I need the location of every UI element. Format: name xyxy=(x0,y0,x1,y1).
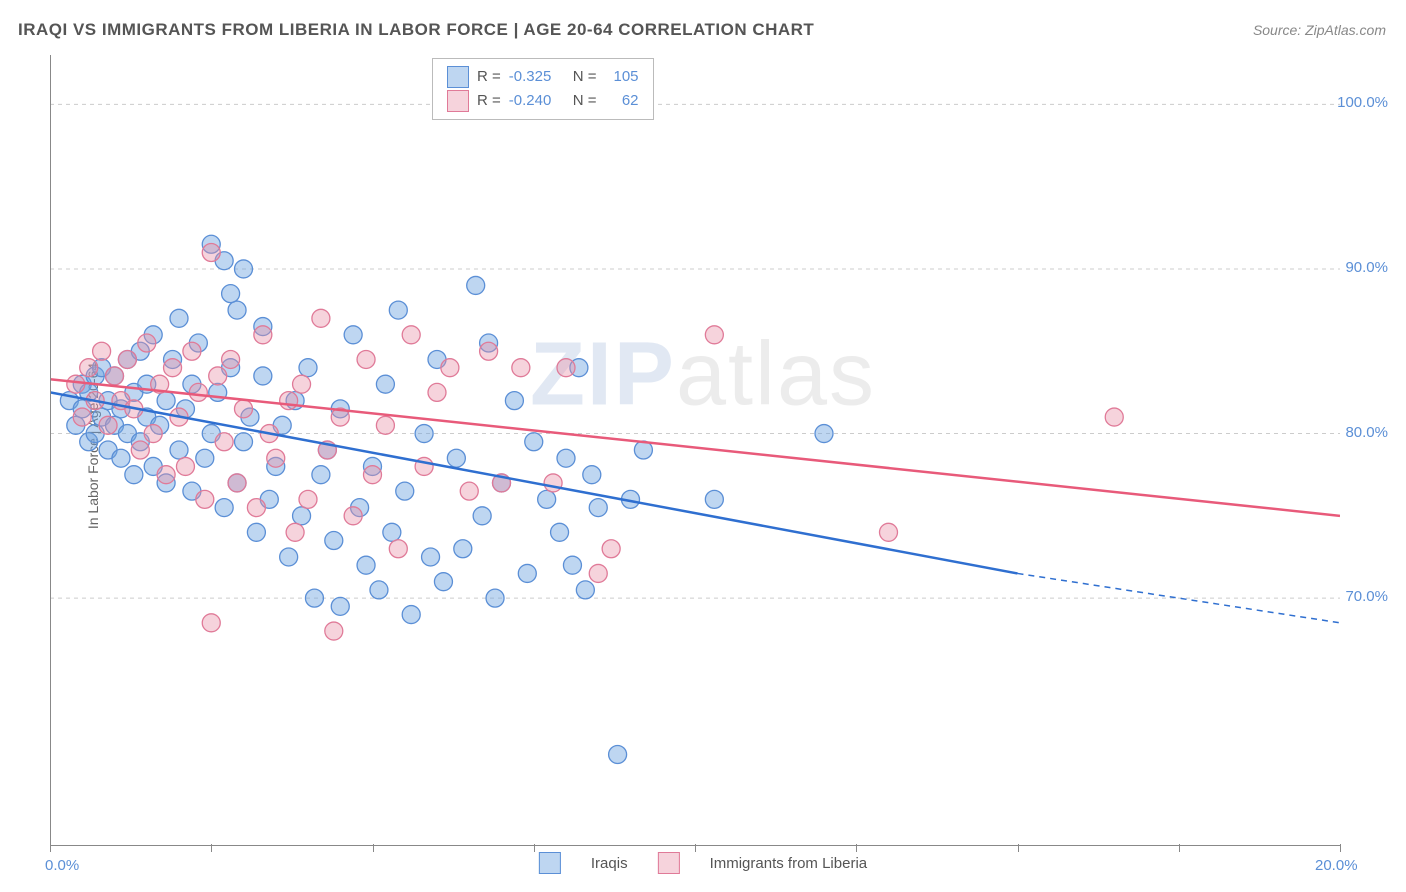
legend-swatch-liberia xyxy=(447,90,469,112)
x-tick xyxy=(856,844,857,852)
x-tick xyxy=(1340,844,1341,852)
legend-r-prefix: R = xyxy=(477,65,501,89)
y-tick-label: 100.0% xyxy=(1337,94,1388,111)
series-label-iraqis: Iraqis xyxy=(591,855,628,872)
x-tick xyxy=(1179,844,1180,852)
correlation-legend: R = -0.325 N = 105 R = -0.240 N = 62 xyxy=(432,58,654,120)
x-tick-label: 0.0% xyxy=(45,857,79,874)
legend-n-value-1: 62 xyxy=(605,89,639,113)
x-tick xyxy=(50,844,51,852)
x-tick xyxy=(534,844,535,852)
x-tick-label: 20.0% xyxy=(1315,857,1358,874)
x-tick xyxy=(1018,844,1019,852)
legend-r-value-0: -0.325 xyxy=(509,65,565,89)
plot-border xyxy=(50,55,1341,846)
y-tick-label: 90.0% xyxy=(1345,259,1388,276)
legend-n-prefix-1: N = xyxy=(573,89,597,113)
series-legend: Iraqis Immigrants from Liberia xyxy=(539,852,867,874)
x-tick xyxy=(211,844,212,852)
legend-n-value-0: 105 xyxy=(605,65,639,89)
x-tick xyxy=(373,844,374,852)
x-tick xyxy=(695,844,696,852)
legend-r-value-1: -0.240 xyxy=(509,89,565,113)
series-label-liberia: Immigrants from Liberia xyxy=(710,855,868,872)
legend-n-prefix: N = xyxy=(573,65,597,89)
series-swatch-liberia xyxy=(658,852,680,874)
legend-row-liberia: R = -0.240 N = 62 xyxy=(447,89,639,113)
legend-r-prefix-1: R = xyxy=(477,89,501,113)
legend-swatch-iraqis xyxy=(447,66,469,88)
y-tick-label: 70.0% xyxy=(1345,588,1388,605)
legend-row-iraqis: R = -0.325 N = 105 xyxy=(447,65,639,89)
y-tick-label: 80.0% xyxy=(1345,424,1388,441)
series-swatch-iraqis xyxy=(539,852,561,874)
source-label: Source: ZipAtlas.com xyxy=(1253,22,1386,38)
chart-title: IRAQI VS IMMIGRANTS FROM LIBERIA IN LABO… xyxy=(18,20,814,40)
